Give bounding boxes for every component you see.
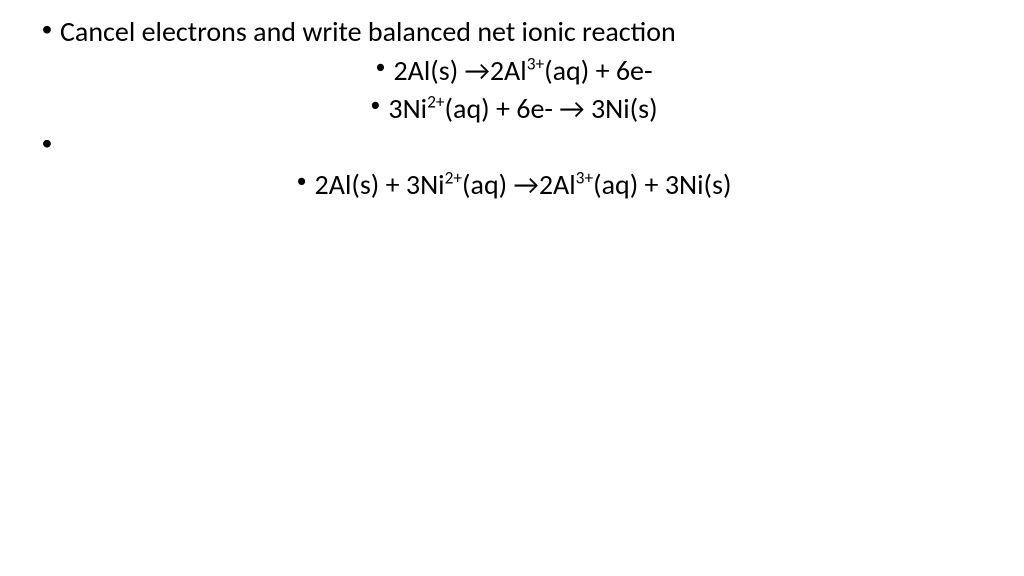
equation-line-oxidation: • 2Al(s) →2Al3+(aq) + 6e-: [0, 53, 1024, 88]
eq-part: 2Al(s) →2Al: [393, 53, 526, 88]
bullet-icon: •: [371, 55, 389, 80]
eq-part: 2Al(s) + 3Ni: [315, 167, 445, 202]
eq-part: 3Ni: [388, 91, 427, 126]
superscript: 2+: [427, 91, 444, 113]
superscript: 3+: [527, 53, 544, 75]
empty-bullet-line: •: [0, 129, 1024, 167]
bullet-icon: •: [36, 15, 58, 43]
eq-part: (aq) + 6e- → 3Ni(s): [445, 91, 658, 126]
superscript: 3+: [576, 167, 593, 189]
eq-part: (aq) →2Al: [462, 167, 576, 202]
eq-oxidation: 2Al(s) →2Al3+(aq) + 6e-: [393, 53, 652, 88]
eq-part: (aq) + 3Ni(s): [593, 167, 731, 202]
bullet-line-1: • Cancel electrons and write balanced ne…: [0, 14, 1024, 49]
superscript: 2+: [445, 167, 462, 189]
eq-part: (aq) + 6e-: [544, 53, 652, 88]
equation-line-reduction: • 3Ni2+(aq) + 6e- → 3Ni(s): [0, 91, 1024, 126]
equation-line-net: • 2Al(s) + 3Ni2+(aq) →2Al3+(aq) + 3Ni(s): [0, 167, 1024, 202]
slide-body: • Cancel electrons and write balanced ne…: [0, 0, 1024, 576]
line1-text: Cancel electrons and write balanced net …: [60, 14, 676, 49]
eq-net-ionic: 2Al(s) + 3Ni2+(aq) →2Al3+(aq) + 3Ni(s): [315, 167, 732, 202]
bullet-icon: •: [36, 129, 58, 157]
bullet-icon: •: [293, 169, 311, 194]
eq-reduction: 3Ni2+(aq) + 6e- → 3Ni(s): [388, 91, 657, 126]
bullet-icon: •: [366, 93, 384, 118]
